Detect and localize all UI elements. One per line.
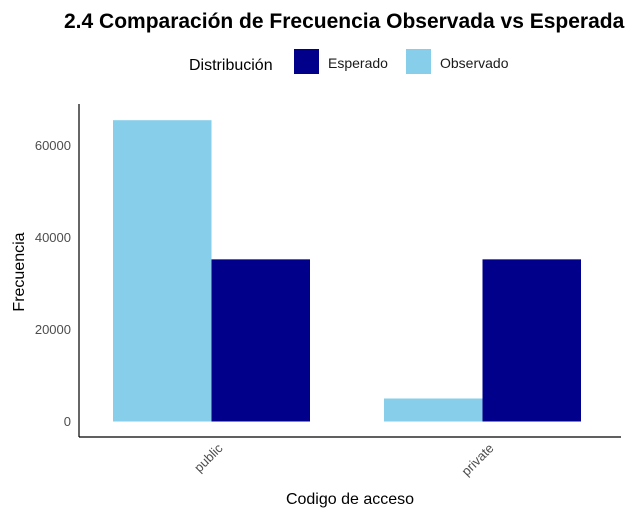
bar-observado-private [384,398,483,422]
legend-title: Distribución [189,57,273,74]
bar-esperado-public [211,259,310,422]
bars [113,120,581,422]
y-tick-label: 0 [64,414,71,429]
x-tick-label: private [458,441,496,479]
legend-swatch-esperado [294,49,319,74]
x-tick-label: public [191,440,226,475]
y-axis-title: Frecuencia [11,232,28,311]
legend: Distribución Esperado Observado [189,49,509,74]
y-axis-ticks: 0 20000 40000 60000 [35,138,71,429]
chart-title: 2.4 Comparación de Frecuencia Observada … [64,10,625,33]
legend-label-esperado: Esperado [328,55,388,71]
x-axis-title: Codigo de acceso [286,491,414,508]
bar-esperado-private [482,259,581,422]
bar-observado-public [113,120,212,422]
legend-label-observado: Observado [440,55,509,71]
y-tick-label: 60000 [35,138,71,153]
y-tick-label: 20000 [35,322,71,337]
x-axis-ticks: public private [191,440,497,479]
legend-swatch-observado [406,49,431,74]
axes [78,104,621,438]
y-tick-label: 40000 [35,230,71,245]
